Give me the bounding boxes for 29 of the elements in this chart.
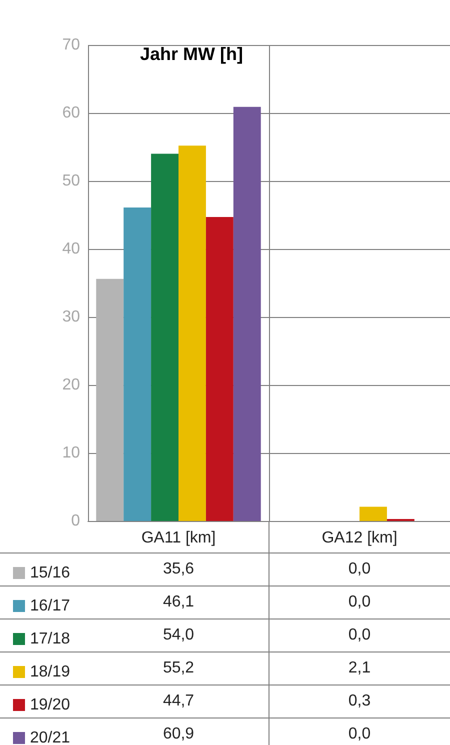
data-label: 0,0 bbox=[348, 594, 371, 610]
data-label: 0,0 bbox=[348, 560, 371, 578]
chart-title: Jahr MW [h] bbox=[140, 44, 243, 64]
y-tick-label: 0 bbox=[71, 512, 80, 530]
legend-label: 17/18 bbox=[30, 630, 70, 648]
data-label: 60,9 bbox=[162, 726, 194, 742]
data-label: 0,0 bbox=[348, 626, 371, 644]
y-tick-label: 20 bbox=[62, 376, 80, 394]
y-tick-label: 10 bbox=[62, 444, 80, 462]
data-label: 46,1 bbox=[162, 594, 194, 610]
legend-label: 18/19 bbox=[30, 664, 70, 680]
y-tick-label: 40 bbox=[62, 240, 80, 258]
data-label: 0,3 bbox=[348, 692, 371, 710]
y-tick-label: 70 bbox=[62, 36, 80, 54]
y-tick-label: 30 bbox=[62, 308, 80, 326]
data-label: 44,7 bbox=[162, 692, 194, 710]
y-tick-label: 50 bbox=[62, 172, 80, 190]
data-label: 55,2 bbox=[162, 660, 194, 676]
y-tick-label: 60 bbox=[62, 104, 80, 122]
legend-label: 15/16 bbox=[30, 564, 70, 582]
x-tick-label: GA11 [km] bbox=[141, 530, 216, 546]
data-label: 54,0 bbox=[162, 626, 194, 644]
x-tick-label: GA12 [km] bbox=[322, 530, 398, 546]
data-label: 2,1 bbox=[348, 660, 371, 676]
data-label: 35,6 bbox=[162, 560, 194, 578]
data-label: 0,0 bbox=[348, 726, 371, 742]
legend-label: 16/17 bbox=[30, 598, 70, 614]
legend-label: 20/21 bbox=[30, 730, 70, 745]
legend-label: 19/20 bbox=[30, 696, 70, 714]
